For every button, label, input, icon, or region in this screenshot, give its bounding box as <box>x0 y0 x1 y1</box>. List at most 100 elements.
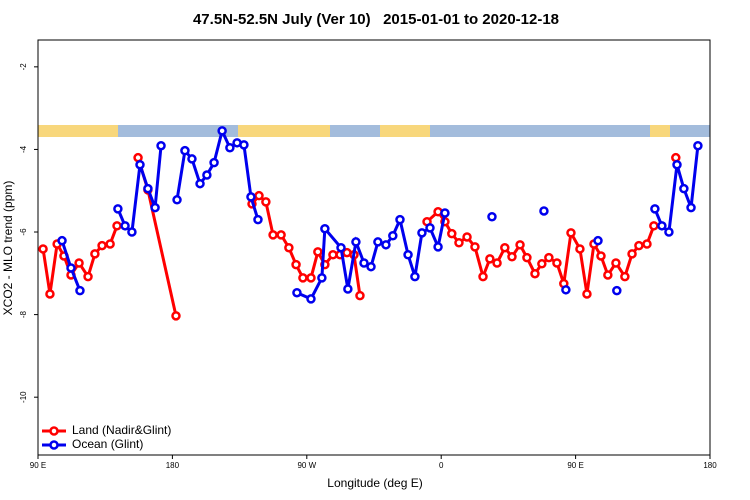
data-point <box>381 240 391 250</box>
y-tick-label: -4 <box>19 145 28 153</box>
data-point <box>664 227 674 237</box>
data-point <box>313 247 323 257</box>
data-point <box>539 206 549 216</box>
plot-frame <box>37 39 711 456</box>
data-point <box>284 242 294 253</box>
data-point <box>649 221 659 231</box>
data-point <box>425 223 435 233</box>
data-point <box>612 285 622 296</box>
data-point <box>686 202 696 213</box>
data-point <box>593 235 603 246</box>
y-tick-label: -10 <box>19 391 28 403</box>
data-point <box>433 242 443 252</box>
data-point <box>515 240 525 250</box>
data-point <box>135 159 145 170</box>
data-point <box>45 289 55 299</box>
data-point <box>180 145 190 156</box>
y-axis-label: XCO2 - MLO trend (ppm) <box>1 181 15 316</box>
data-point <box>470 242 480 252</box>
data-point <box>650 204 660 214</box>
data-point <box>239 140 249 150</box>
x-tick-label: 90 E <box>567 461 583 470</box>
x-tick-label: 180 <box>703 461 717 470</box>
data-point <box>462 232 472 242</box>
data-point <box>112 221 122 231</box>
data-point <box>454 238 464 248</box>
data-point <box>544 252 554 263</box>
x-tick-label: 90 W <box>297 461 316 470</box>
data-point <box>254 190 264 201</box>
data-point <box>187 154 197 164</box>
data-point <box>561 285 571 295</box>
legend-label: Ocean (Glint) <box>72 437 143 451</box>
data-point <box>57 235 67 246</box>
data-point <box>246 192 256 202</box>
data-point <box>66 263 76 273</box>
y-tick-label: -8 <box>19 311 28 319</box>
data-point <box>679 183 689 194</box>
data-point <box>487 211 497 222</box>
data-point <box>171 311 181 321</box>
data-point <box>500 242 510 253</box>
ocean-strip <box>430 125 650 137</box>
data-point <box>83 271 93 282</box>
legend-marker <box>49 440 59 450</box>
data-point <box>261 197 271 207</box>
data-point <box>485 254 495 264</box>
ocean-strip <box>670 125 710 137</box>
y-tick-label: -2 <box>19 63 28 71</box>
data-point <box>306 294 316 304</box>
data-point <box>388 230 398 241</box>
data-point <box>634 240 644 251</box>
data-point <box>582 289 592 299</box>
data-point <box>90 249 100 259</box>
data-point <box>225 143 235 153</box>
data-point <box>492 258 502 268</box>
data-point <box>195 178 205 189</box>
data-point <box>672 159 682 170</box>
data-point <box>478 271 488 282</box>
x-tick-label: 180 <box>166 461 180 470</box>
x-tick-label: 90 E <box>30 461 46 470</box>
data-point <box>292 287 302 298</box>
data-point <box>603 270 613 280</box>
legend: Land (Nadir&Glint)Ocean (Glint) <box>42 423 171 451</box>
x-tick-label: 0 <box>439 461 444 470</box>
data-point <box>620 271 630 282</box>
map-strip <box>38 125 710 137</box>
data-point <box>596 251 606 261</box>
data-point <box>351 237 361 247</box>
data-point <box>537 259 547 269</box>
data-point <box>403 249 413 260</box>
x-axis-label: Longitude (deg E) <box>327 476 422 490</box>
data-point <box>120 221 130 231</box>
data-point <box>209 157 219 168</box>
data-point <box>317 273 327 283</box>
data-point <box>627 249 637 259</box>
data-point <box>575 244 585 254</box>
data-point <box>355 290 365 301</box>
data-point <box>143 183 153 194</box>
data-point <box>202 170 212 180</box>
data-point <box>38 244 48 254</box>
legend-label: Land (Nadir&Glint) <box>72 423 171 437</box>
data-point <box>113 204 123 214</box>
data-point <box>395 214 405 225</box>
data-point <box>217 126 227 136</box>
chart-title: 47.5N-52.5N July (Ver 10) 2015-01-01 to … <box>193 11 559 28</box>
data-point <box>156 140 166 151</box>
ocean-strip <box>330 125 380 137</box>
data-point <box>359 258 369 268</box>
data-point <box>336 242 346 253</box>
data-point <box>611 258 621 268</box>
series-line <box>60 126 700 301</box>
data-point <box>74 258 84 268</box>
data-point <box>306 273 316 283</box>
data-point <box>276 230 286 240</box>
ocean-strip <box>118 125 238 137</box>
data-point <box>268 230 278 240</box>
data-point <box>552 258 562 268</box>
data-point <box>97 240 107 251</box>
y-tick-label: -6 <box>19 228 28 236</box>
